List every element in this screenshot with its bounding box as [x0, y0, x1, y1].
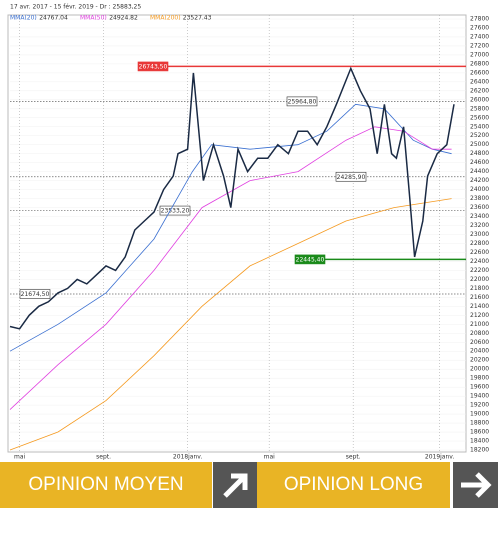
- y-tick-label: 20200: [470, 357, 489, 364]
- series-line: [9, 66, 455, 330]
- arrow: [461, 472, 492, 498]
- level-label-box: [335, 171, 367, 182]
- x-tick-label: 2019janv.: [425, 454, 455, 461]
- x-tick-label: sept.: [346, 454, 361, 461]
- y-tick-label: 23800: [470, 195, 489, 202]
- series-line: [9, 198, 452, 451]
- y-tick-label: 24800: [470, 150, 489, 157]
- y-tick-label: 18600: [470, 429, 489, 436]
- chart-title: 17 avr. 2017 - 15 févr. 2019 - Dr : 2588…: [10, 4, 141, 11]
- y-tick-label: 25800: [470, 105, 489, 112]
- y-tick-label: 22200: [470, 267, 489, 274]
- y-tick-label: 24000: [470, 186, 489, 193]
- legend-name: MMA(200): [150, 15, 181, 22]
- legend-name: MMA(20): [10, 15, 37, 22]
- legend-value: 24924.82: [109, 15, 138, 22]
- x-tick-label: sept.: [96, 454, 111, 461]
- level-label: 24285,90: [337, 174, 366, 181]
- y-tick-label: 23600: [470, 204, 489, 211]
- y-tick-label: 21800: [470, 285, 489, 292]
- y-tick-label: 26600: [470, 69, 489, 76]
- button[interactable]: OPINION LONG TERME: [257, 462, 450, 541]
- y-tick-label: 19800: [470, 375, 489, 382]
- y-tick-label: 19600: [470, 384, 489, 391]
- y-tick-label: 19400: [470, 393, 489, 400]
- y-tick-label: 19200: [470, 402, 489, 409]
- level-label: 26743,50: [139, 63, 168, 70]
- y-tick-label: 19000: [470, 411, 489, 418]
- y-tick-label: 27600: [470, 24, 489, 31]
- level-label-box: [294, 254, 326, 265]
- y-tick-label: 23000: [470, 231, 489, 238]
- button[interactable]: OPINION MOYEN TERME: [0, 462, 212, 541]
- page: {"chart_data": {"type": "line", "title":…: [0, 3, 500, 541]
- y-tick-label: 22800: [470, 240, 489, 247]
- y-tick-label: 20800: [470, 330, 489, 337]
- y-tick-label: 24200: [470, 177, 489, 184]
- y-tick-label: 21000: [470, 321, 489, 328]
- chart: 17 avr. 2017 - 15 févr. 2019 - Dr : 2588…: [7, 4, 489, 461]
- series-line: [9, 103, 452, 352]
- y-tick-label: 27200: [470, 42, 489, 49]
- y-tick-label: 27800: [470, 16, 489, 23]
- y-tick-label: 25400: [470, 123, 489, 130]
- y-tick-label: 20000: [470, 366, 489, 373]
- y-tick-label: 22000: [470, 276, 489, 283]
- y-tick-label: 24400: [470, 168, 489, 175]
- y-tick-label: 18400: [470, 438, 489, 445]
- y-tick-label: 21600: [470, 294, 489, 301]
- level-label: 22445,40: [296, 256, 325, 263]
- arrow: [223, 473, 248, 498]
- y-tick-label: 26000: [470, 96, 489, 103]
- y-tick-label: 27000: [470, 51, 489, 58]
- y-tick-label: 23200: [470, 222, 489, 229]
- level-label: 25964,80: [288, 98, 317, 105]
- y-tick-label: 20400: [470, 348, 489, 355]
- y-tick-label: 26800: [470, 60, 489, 67]
- level-label-box: [286, 96, 318, 107]
- x-tick-label: mai: [264, 454, 276, 461]
- y-tick-label: 23400: [470, 213, 489, 220]
- y-tick-label: 25200: [470, 132, 489, 139]
- y-tick-label: 26200: [470, 87, 489, 94]
- y-tick-label: 25000: [470, 141, 489, 148]
- arrow-icon[interactable]: [213, 462, 257, 508]
- level-label: 23533,20: [161, 208, 190, 215]
- legend-value: 24767.04: [39, 15, 68, 22]
- level-label: 21674,50: [21, 291, 50, 298]
- y-tick-label: 18800: [470, 420, 489, 427]
- y-tick-label: 22600: [470, 249, 489, 256]
- y-tick-label: 22400: [470, 258, 489, 265]
- y-tick-label: 20600: [470, 339, 489, 346]
- level-label-box: [159, 205, 191, 216]
- level-label-box: [137, 61, 169, 72]
- y-tick-label: 21200: [470, 312, 489, 319]
- y-tick-label: 25600: [470, 114, 489, 121]
- y-tick-label: 18200: [470, 447, 489, 454]
- plot-frame: [7, 14, 467, 453]
- legend-name: MMA(50): [80, 15, 107, 22]
- legend-value: 23527.43: [183, 15, 212, 22]
- series-line: [9, 126, 452, 410]
- x-tick-label: 2018janv.: [173, 454, 203, 461]
- level-label-box: [19, 289, 51, 299]
- arrow-icon[interactable]: [453, 462, 498, 508]
- y-tick-label: 21400: [470, 303, 489, 310]
- y-tick-label: 24600: [470, 159, 489, 166]
- y-tick-label: 27400: [470, 33, 489, 40]
- x-tick-label: mai: [14, 454, 26, 461]
- opinion-bar: OPINION MOYEN TERME OPINION LONG TERME: [0, 462, 500, 541]
- y-tick-label: 26400: [470, 78, 489, 85]
